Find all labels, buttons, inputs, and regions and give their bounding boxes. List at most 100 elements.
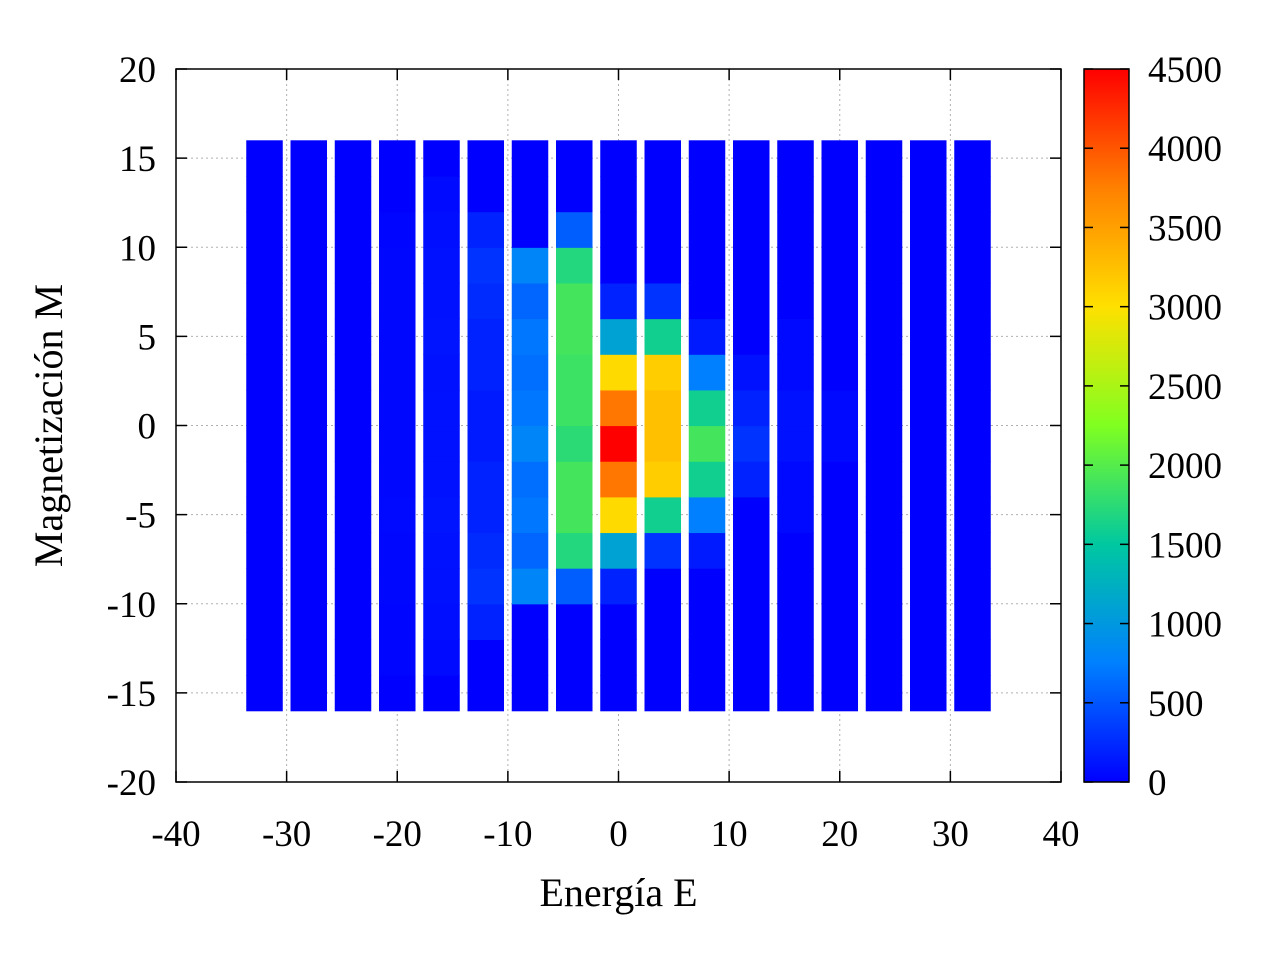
heatmap-cell [556, 318, 593, 355]
heatmap-cell [511, 425, 549, 462]
heatmap-cell [865, 211, 903, 248]
heatmap-cell [246, 532, 283, 569]
heatmap-cell [600, 211, 637, 248]
heatmap-cell [865, 425, 903, 462]
heatmap-cell [821, 603, 859, 640]
heatmap-cell [821, 140, 859, 177]
heatmap-cell [910, 140, 947, 177]
heatmap-cell [467, 603, 505, 640]
heatmap-cell [954, 461, 991, 498]
heatmap-cell [954, 282, 991, 320]
heatmap-cell [821, 532, 859, 569]
heatmap-cell [290, 140, 328, 177]
heatmap-cell [954, 675, 991, 712]
heatmap-cell [865, 175, 903, 213]
heatmap-cell [379, 389, 416, 427]
x-tick-label: -40 [151, 814, 200, 855]
heatmap-cell [600, 140, 637, 177]
x-tick-label: 30 [932, 814, 969, 855]
heatmap-cell [511, 603, 549, 640]
heatmap-cell [733, 603, 770, 640]
heatmap-cell [688, 568, 726, 605]
heatmap-cell [467, 318, 505, 355]
heatmap-cell [246, 425, 283, 462]
heatmap-cell [246, 639, 283, 676]
heatmap-cell [733, 675, 770, 712]
x-tick-label: -30 [262, 814, 311, 855]
heatmap-cell [600, 354, 637, 391]
heatmap-cell [334, 318, 372, 355]
heatmap-cell [777, 354, 814, 391]
heatmap-cell [821, 675, 859, 712]
y-tick-label: 10 [119, 228, 156, 269]
heatmap-cell [644, 568, 682, 605]
heatmap-cell [777, 568, 814, 605]
heatmap-cell [334, 603, 372, 640]
heatmap-cell [910, 175, 947, 213]
heatmap-cell [865, 568, 903, 605]
colorbar-frame [1083, 68, 1130, 783]
heatmap-cell [600, 389, 637, 427]
heatmap-cell [334, 675, 372, 712]
x-tick-label: 0 [609, 814, 628, 855]
heatmap-cell [777, 675, 814, 712]
heatmap-cell [290, 425, 328, 462]
heatmap-cell [733, 211, 770, 248]
heatmap-cell [556, 247, 593, 284]
heatmap-cell [777, 140, 814, 177]
heatmap-cell [688, 140, 726, 177]
y-tick-label: -15 [107, 674, 156, 715]
heatmap-cell [334, 496, 372, 534]
heatmap-cell [511, 496, 549, 534]
heatmap-cell [644, 140, 682, 177]
heatmap-cell [733, 532, 770, 569]
heatmap-cell [334, 282, 372, 320]
heatmap-cell [821, 247, 859, 284]
heatmap-cell [954, 318, 991, 355]
heatmap-cell [600, 532, 637, 569]
heatmap-cell [821, 568, 859, 605]
heatmap-cell [865, 461, 903, 498]
heatmap-cell [910, 639, 947, 676]
heatmap-cell [644, 675, 682, 712]
heatmap-cell [865, 354, 903, 391]
y-tick-label: 5 [138, 317, 157, 358]
heatmap-cell [556, 175, 593, 213]
y-tick-label: 15 [119, 139, 156, 180]
heatmap-cell [733, 140, 770, 177]
heatmap-cell [688, 461, 726, 498]
heatmap-cell [379, 496, 416, 534]
heatmap-cell [600, 425, 637, 462]
heatmap-cell [733, 496, 770, 534]
heatmap-cell [865, 496, 903, 534]
heatmap-cell [467, 140, 505, 177]
heatmap-cell [334, 461, 372, 498]
heatmap-cell [423, 675, 460, 712]
heatmap-cell [246, 211, 283, 248]
y-tick-label: -5 [125, 496, 156, 537]
heatmap-cell [821, 496, 859, 534]
heatmap-cell [290, 461, 328, 498]
heatmap-cell [467, 389, 505, 427]
heatmap-cell [379, 140, 416, 177]
y-tick-label: 20 [119, 50, 156, 91]
heatmap-cell [688, 175, 726, 213]
x-axis-label: Energía E [539, 870, 697, 915]
heatmap-cell [290, 354, 328, 391]
colorbar-tick-label: 500 [1148, 684, 1204, 725]
heatmap-cell [777, 389, 814, 427]
heatmap-cell [467, 211, 505, 248]
heatmap-cell [290, 282, 328, 320]
heatmap-cell [246, 603, 283, 640]
heatmap-cell [246, 247, 283, 284]
heatmap-cell [556, 282, 593, 320]
heatmap-cell [910, 211, 947, 248]
heatmap-cell [556, 603, 593, 640]
heatmap-cell [910, 425, 947, 462]
heatmap-cell [821, 175, 859, 213]
heatmap-cell [777, 211, 814, 248]
y-tick-label: 0 [138, 407, 157, 448]
heatmap-cell [865, 318, 903, 355]
heatmap-cell [954, 140, 991, 177]
heatmap-cell [600, 318, 637, 355]
